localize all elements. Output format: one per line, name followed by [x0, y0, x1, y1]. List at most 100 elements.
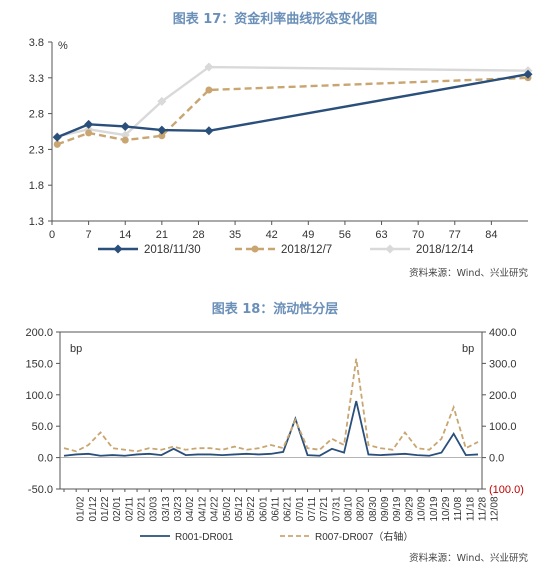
x-tick-label: 42 — [266, 229, 278, 241]
legend-label: 2018/12/7 — [281, 244, 332, 256]
data-point — [121, 136, 129, 144]
data-point — [120, 121, 130, 131]
x-tick-label: 77 — [449, 229, 461, 241]
data-point — [157, 96, 167, 106]
x-tick-label: 06/01 — [258, 496, 269, 521]
data-point — [523, 69, 533, 79]
x-tick-label: 11/28 — [477, 496, 488, 521]
chart2-source: 资料来源：Wind、兴业研究 — [409, 553, 528, 564]
x-tick-label: 56 — [339, 229, 351, 241]
legend-label: 2018/11/30 — [144, 244, 201, 256]
y-tick-label: 200.0 — [25, 327, 53, 339]
data-point — [204, 126, 214, 136]
data-point — [205, 86, 213, 94]
chart2-title: 图表 18：流动性分层 — [211, 302, 339, 317]
series-line-0 — [56, 73, 529, 139]
data-point — [53, 140, 61, 148]
x-tick-label: 01/22 — [100, 496, 111, 521]
y-tick-label: 150.0 — [25, 358, 53, 370]
y-axis-label: % — [58, 40, 68, 52]
x-tick-label: 05/22 — [246, 496, 257, 521]
series-line-1 — [63, 358, 479, 453]
x-tick-label: 11/18 — [465, 496, 476, 521]
data-point — [157, 125, 167, 135]
y2-tick-label: 100.0 — [489, 421, 517, 433]
y2-tick-label: 200.0 — [489, 390, 517, 402]
x-tick-label: 09/19 — [392, 496, 403, 521]
y-tick-label: 0.0 — [38, 453, 53, 465]
x-tick-label: 08/20 — [356, 496, 367, 521]
x-tick-label: 84 — [485, 229, 497, 241]
x-tick-label: 07/21 — [319, 496, 330, 521]
x-tick-label: 01/12 — [88, 496, 99, 521]
x-tick-label: 63 — [375, 229, 387, 241]
y2-tick-label: 300.0 — [489, 358, 517, 370]
x-tick-label: 10/09 — [417, 496, 428, 521]
y-tick-label: 1.3 — [29, 216, 44, 228]
x-tick-label: 08/10 — [344, 496, 355, 521]
data-point — [85, 129, 93, 137]
x-tick-label: 10/19 — [429, 496, 440, 521]
y-tick-label: 50.0 — [32, 421, 53, 433]
x-tick-label: 04/22 — [210, 496, 221, 521]
x-tick-label: 01/02 — [76, 496, 87, 521]
y-tick-label: 2.8 — [29, 109, 44, 121]
x-tick-label: 09/09 — [380, 496, 391, 521]
data-point — [158, 132, 166, 140]
x-tick-label: 04/12 — [197, 496, 208, 521]
data-point — [84, 119, 94, 129]
x-tick-label: 09/29 — [404, 496, 415, 521]
chart1-plot: 1.3 1.8 2.3 2.8 3.3 3.8 0 7 14 21 28 35 42 49 56 63 70 77… — [29, 37, 533, 256]
y-tick-label: 2.3 — [29, 144, 44, 156]
y-tick-label: 1.8 — [29, 180, 44, 192]
series-line-1 — [56, 76, 529, 146]
chart1-title: 图表 17：资金利率曲线形态变化图 — [172, 12, 378, 27]
x-tick-label: 21 — [156, 229, 168, 241]
x-tick-label: 02/21 — [137, 496, 148, 521]
x-tick-label: 03/03 — [149, 496, 160, 521]
x-tick-label: 7 — [86, 229, 92, 241]
x-tick-label: 35 — [229, 229, 241, 241]
legend-marker — [385, 244, 395, 254]
legend-marker — [113, 244, 123, 254]
x-tick-label: 05/02 — [222, 496, 233, 521]
legend-label: R007-DR007（右轴） — [315, 530, 413, 543]
x-tick-label: 14 — [119, 229, 131, 241]
x-tick-label: 06/21 — [283, 496, 294, 521]
x-tick-label: 28 — [192, 229, 204, 241]
x-tick-label: 08/30 — [368, 496, 379, 521]
chart2-plot: 200.0 150.0 100.0 50.0 0.0 -50.0 400.0 300.0 200… — [25, 327, 524, 543]
legend-marker — [251, 245, 259, 253]
y-tick-label: 3.3 — [29, 73, 44, 85]
x-tick-label: 05/12 — [234, 496, 245, 521]
y2-tick-label: 400.0 — [489, 327, 517, 339]
x-tick-label: 0 — [49, 229, 55, 241]
x-tick-label: 03/13 — [161, 496, 172, 521]
y2-axis-label: bp — [462, 343, 474, 355]
x-tick-label: 06/11 — [270, 496, 281, 521]
x-tick-label: 07/11 — [307, 496, 318, 521]
series-line-2 — [56, 65, 529, 138]
x-tick-label: 04/02 — [185, 496, 196, 521]
x-tick-label: 03/23 — [173, 496, 184, 521]
x-tick-label: 07/31 — [331, 496, 342, 521]
y-tick-label: 100.0 — [25, 390, 53, 402]
plot-frame — [59, 331, 483, 490]
data-point — [52, 132, 62, 142]
x-tick-label: 12/08 — [490, 496, 501, 521]
legend-label: 2018/12/14 — [416, 244, 474, 256]
y-axis-label: bp — [70, 343, 82, 355]
y2-tick-label: 0.0 — [489, 453, 504, 465]
x-tick-label: 11/08 — [453, 496, 464, 521]
x-tick-label: 02/01 — [112, 496, 123, 521]
legend-label: R001-DR001 — [175, 532, 234, 543]
x-tick-label: 02/11 — [124, 496, 135, 521]
data-point — [120, 130, 130, 140]
x-tick-label: 70 — [412, 229, 424, 241]
y-tick-label: -50.0 — [28, 484, 53, 496]
x-tick-label: 10/29 — [441, 496, 452, 521]
y2-tick-label: (100.0) — [489, 484, 524, 496]
x-tick-label: 49 — [302, 229, 314, 241]
chart1-source: 资料来源：Wind、兴业研究 — [409, 268, 528, 279]
series-line-0 — [63, 400, 479, 457]
